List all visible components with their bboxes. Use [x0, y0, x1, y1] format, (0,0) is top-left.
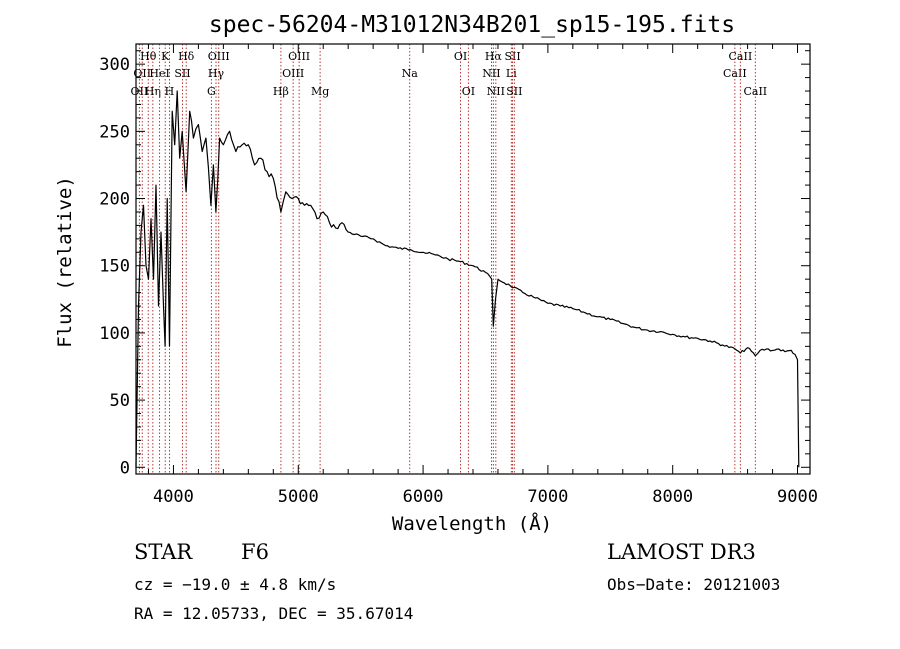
flux-series-line	[135, 90, 800, 468]
line-marker-label-27: CaII	[743, 85, 767, 98]
line-marker-label-14: OIII	[288, 50, 310, 63]
coordinates: RA = 12.05733, DEC = 35.67014	[134, 604, 414, 623]
y-tick-label-0: 0	[120, 458, 130, 478]
line-marker-label-10: Hγ	[208, 67, 225, 80]
line-marker-label-6: H	[165, 85, 175, 98]
y-tick-label-200: 200	[99, 190, 130, 210]
line-marker-label-7: SII	[174, 67, 190, 80]
line-marker-label-17: OI	[454, 50, 467, 63]
line-marker-label-11: OIII	[208, 50, 230, 63]
x-tick-label-8000: 8000	[652, 487, 693, 507]
line-marker-label-13: OIII	[282, 67, 304, 80]
x-tick-label-7000: 7000	[527, 487, 568, 507]
line-marker-label-18: OI	[462, 85, 475, 98]
line-marker-label-24: SII	[506, 85, 522, 98]
x-axis-label: Wavelength (Å)	[392, 512, 552, 535]
x-axis: 4000 5000 6000 7000 8000 9000	[147, 44, 818, 507]
y-tick-label-100: 100	[99, 324, 130, 344]
plot-frame	[135, 43, 811, 475]
chart-title: spec-56204-M31012N34B201_sp15-195.fits	[209, 12, 735, 38]
x-tick-label-6000: 6000	[403, 487, 444, 507]
object-class: STAR	[134, 540, 193, 564]
y-axis-label: Flux (relative)	[54, 176, 76, 348]
survey-name: LAMOST DR3	[607, 540, 756, 564]
line-marker-label-8: Hδ	[178, 50, 195, 63]
line-marker-label-25: CaII	[723, 67, 747, 80]
line-marker-label-1: OII	[133, 67, 151, 80]
subclass: F6	[241, 540, 269, 564]
y-tick-label-50: 50	[110, 391, 130, 411]
line-marker-label-23: SII	[504, 50, 520, 63]
line-marker-label-20: Hα	[485, 50, 503, 63]
y-tick-label-250: 250	[99, 122, 130, 142]
line-marker-label-21: NII	[487, 85, 505, 98]
line-marker-label-22: Li	[506, 67, 517, 80]
x-tick-label-4000: 4000	[153, 487, 194, 507]
observation-date: Obs−Date: 20121003	[607, 575, 781, 594]
line-marker-label-9: G	[207, 85, 216, 98]
y-tick-label-300: 300	[99, 55, 130, 75]
line-marker-label-12: Hβ	[273, 85, 289, 98]
x-tick-label-5000: 5000	[278, 487, 319, 507]
line-marker-label-16: Na	[402, 67, 419, 80]
line-marker-label-2: Hθ	[140, 50, 157, 63]
y-axis: 0 50 100 150 200 250 300	[99, 50, 810, 478]
line-marker-label-5: K	[161, 50, 170, 63]
line-marker-label-4: HeI	[149, 67, 169, 80]
redshift-velocity: cz = −19.0 ± 4.8 km/s	[134, 575, 337, 594]
line-marker-label-15: Mg	[311, 85, 329, 98]
x-tick-label-9000: 9000	[777, 487, 818, 507]
line-marker-label-19: NII	[482, 67, 500, 80]
y-tick-label-150: 150	[99, 257, 130, 277]
line-marker-label-26: CaII	[729, 50, 753, 63]
line-marker-label-3: Hη	[145, 85, 161, 98]
